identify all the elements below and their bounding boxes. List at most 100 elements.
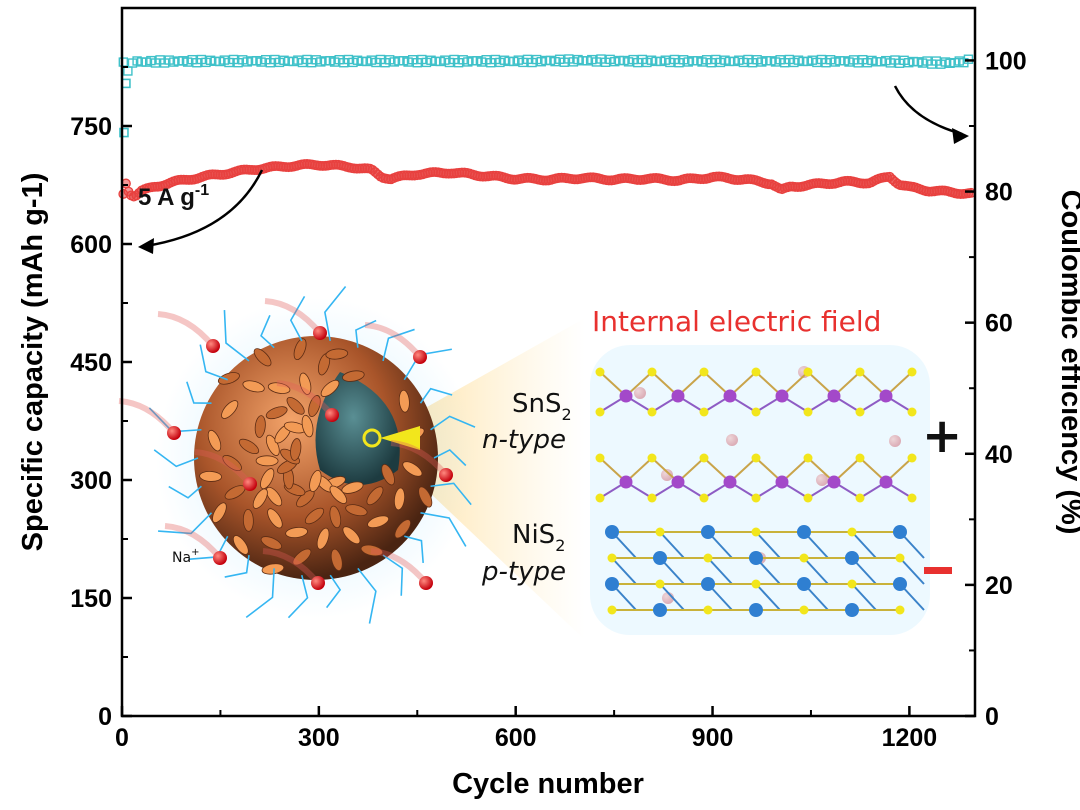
spark	[289, 296, 306, 342]
s-atom	[751, 527, 761, 537]
spark	[324, 286, 347, 342]
nanosheet-flake	[253, 348, 272, 367]
plus-sign: +	[922, 408, 962, 464]
ni-atom	[701, 577, 715, 591]
sn-atom	[879, 389, 893, 403]
nanosheet-flake	[304, 507, 325, 525]
bond	[851, 583, 877, 611]
ni-atom	[653, 551, 667, 565]
spark	[357, 567, 377, 624]
nanosheet-flake	[394, 519, 411, 539]
s-atom	[803, 407, 813, 417]
nanosphere-cutaway	[315, 372, 400, 485]
na-ion	[206, 339, 220, 353]
x-axis-ticks: 0 300 600 900 1200	[115, 706, 937, 752]
bond	[803, 557, 829, 585]
sn-atom	[827, 475, 841, 489]
s-atom	[907, 367, 917, 377]
p-type-label: p-type	[481, 557, 566, 587]
ni-atom	[749, 603, 763, 617]
sn-atom	[619, 389, 633, 403]
nanosheet-flake	[342, 526, 361, 545]
s-atom	[803, 453, 813, 463]
x-axis-title: Cycle number	[452, 768, 644, 800]
ni-atom	[797, 577, 811, 591]
bond	[899, 557, 925, 585]
y-axis-ticks: 0 150 300 450 600 750	[70, 66, 132, 731]
s-atom	[595, 367, 605, 377]
nanosheet-flake	[402, 461, 423, 477]
s-atom	[655, 579, 665, 589]
na-ion-trail	[262, 548, 321, 585]
s-atom	[907, 493, 917, 503]
nanosheet-flake	[398, 389, 410, 413]
y-tick-label: 300	[70, 467, 112, 495]
sn-atom	[827, 389, 841, 403]
s-atom	[703, 553, 713, 563]
nanosheet-flake	[309, 469, 322, 493]
nanosheet-flake	[238, 438, 260, 455]
na-ion-trail	[264, 298, 323, 335]
na-ion	[313, 326, 327, 340]
nanosheet-flake	[267, 508, 283, 529]
nanosheet-flake	[308, 395, 321, 417]
sn-atom	[775, 475, 789, 489]
spark	[186, 381, 212, 404]
bond	[755, 583, 781, 611]
sn-atom	[671, 389, 685, 403]
n-type-label: n-type	[482, 425, 566, 455]
y-axis-title: Specific capacity (mAh g-1)	[17, 173, 49, 552]
nanosheet-flake	[325, 348, 349, 360]
ni-atom	[845, 603, 859, 617]
y-tick-label: 0	[98, 703, 112, 731]
spark	[404, 535, 424, 564]
inset-illustration: Na+ Internal electric field SnS2 n-type …	[118, 286, 962, 640]
s-atom	[751, 493, 761, 503]
sn-atom	[619, 475, 633, 489]
y-tick-label: 750	[70, 113, 112, 141]
nanosheet-flake	[316, 527, 330, 550]
spark	[420, 512, 467, 547]
capacity-series	[118, 159, 977, 202]
s-atom	[855, 407, 865, 417]
efficiency-point	[118, 57, 129, 67]
spark	[430, 415, 476, 431]
spark	[260, 314, 275, 349]
s-atom	[751, 453, 761, 463]
s-atom	[607, 553, 617, 563]
sn-atom	[723, 389, 737, 403]
bond	[707, 557, 733, 585]
nanosheet-flake	[260, 468, 275, 490]
na-ion	[213, 551, 227, 565]
rate-annotation: 5 A g-1	[138, 182, 209, 211]
y2-axis-title: Coulombic efficiency (%)	[1055, 190, 1080, 535]
nanosheet-flake	[381, 464, 395, 486]
spark	[325, 574, 342, 609]
nanosheet-flake	[242, 380, 265, 393]
s-atom	[595, 493, 605, 503]
efficiency-point	[123, 66, 133, 76]
nanosheet-flake	[366, 486, 384, 506]
na-ion-trail	[157, 311, 216, 348]
x-tick-label: 600	[495, 724, 537, 752]
spark	[355, 319, 377, 348]
y2-tick-label: 20	[985, 572, 1013, 600]
s-atom	[647, 407, 657, 417]
x-tick-label: 900	[692, 724, 734, 752]
s-atom	[703, 605, 713, 615]
s-atom	[655, 527, 665, 537]
nanosheet-flake	[329, 505, 342, 529]
na-ion-trail	[194, 449, 253, 486]
layers-glow	[590, 345, 930, 635]
spark	[223, 310, 250, 362]
spark	[419, 387, 453, 404]
nanosheet-flake	[221, 400, 239, 419]
ni-atom	[653, 603, 667, 617]
na-ion-trail	[118, 398, 177, 435]
y2-tick-label: 100	[985, 47, 1027, 75]
s-atom	[847, 579, 857, 589]
s-atom	[595, 453, 605, 463]
nanosheet-flake	[254, 415, 266, 438]
s-atom	[803, 493, 813, 503]
